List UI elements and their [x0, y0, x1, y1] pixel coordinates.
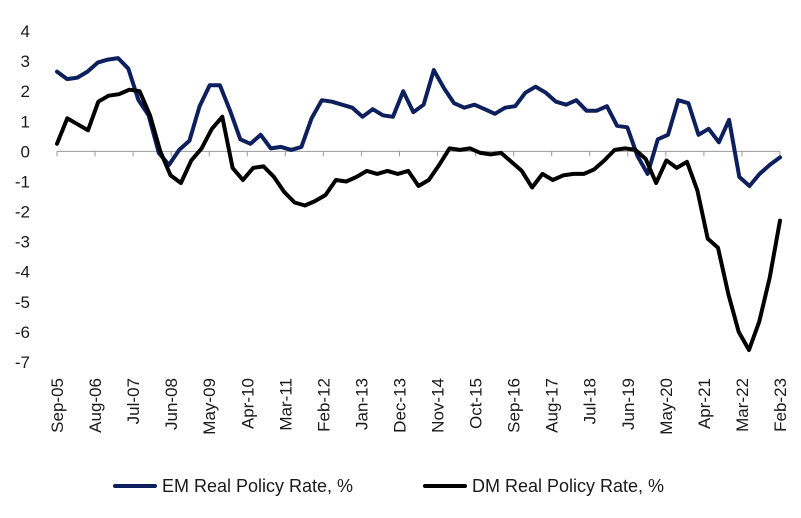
y-tick-label: -4 — [15, 263, 30, 282]
y-axis-ticks: 4 3 2 1 0 -1 -2 -3 -4 -5 -6 -7 — [15, 22, 30, 372]
x-tick-label: Dec-13 — [390, 378, 409, 433]
y-tick-label: 0 — [21, 142, 30, 161]
legend-label-dm: DM Real Policy Rate, % — [472, 476, 664, 496]
x-tick-label: Oct-15 — [467, 378, 486, 429]
x-tick-label: Sep-16 — [505, 378, 524, 433]
x-tick-label: Jul-07 — [124, 378, 143, 424]
x-tick-label: Sep-05 — [48, 378, 67, 433]
x-tick-label: Aug-06 — [86, 378, 105, 433]
y-tick-label: 1 — [21, 112, 30, 131]
y-tick-label: -2 — [15, 203, 30, 222]
y-tick-label: -6 — [15, 323, 30, 342]
em-real-policy-rate-line — [55, 56, 782, 188]
x-tick-label: Jan-13 — [352, 378, 371, 430]
x-tick-label: Feb-23 — [771, 378, 790, 432]
x-axis-ticks: Sep-05 Aug-06 Jul-07 Jun-08 May-09 Apr-10 Mar-… — [48, 151, 790, 435]
x-tick-label: Jun-08 — [162, 378, 181, 430]
y-tick-label: -1 — [15, 172, 30, 191]
dm-real-policy-rate-line — [55, 87, 782, 352]
x-tick-label: Mar-11 — [276, 378, 295, 431]
legend: EM Real Policy Rate, % DM Real Policy Rat… — [113, 476, 664, 496]
x-tick-label: Jul-18 — [581, 378, 600, 424]
y-tick-label: 3 — [21, 52, 30, 71]
y-tick-label: -3 — [15, 233, 30, 252]
y-tick-label: -7 — [15, 353, 30, 372]
x-tick-label: May-20 — [657, 378, 676, 435]
x-tick-label: Feb-12 — [314, 378, 333, 432]
x-tick-label: Apr-10 — [238, 378, 257, 429]
y-tick-label: -5 — [15, 293, 30, 312]
y-tick-label: 4 — [21, 22, 30, 41]
y-tick-label: 2 — [21, 82, 30, 101]
x-tick-label: Mar-22 — [733, 378, 752, 432]
legend-label-em: EM Real Policy Rate, % — [162, 476, 353, 496]
x-tick-label: May-09 — [200, 378, 219, 435]
x-tick-label: Nov-14 — [429, 378, 448, 433]
x-tick-label: Apr-21 — [695, 378, 714, 429]
x-tick-label: Jun-19 — [619, 378, 638, 430]
series-lines — [55, 56, 782, 352]
x-tick-label: Aug-17 — [543, 378, 562, 433]
